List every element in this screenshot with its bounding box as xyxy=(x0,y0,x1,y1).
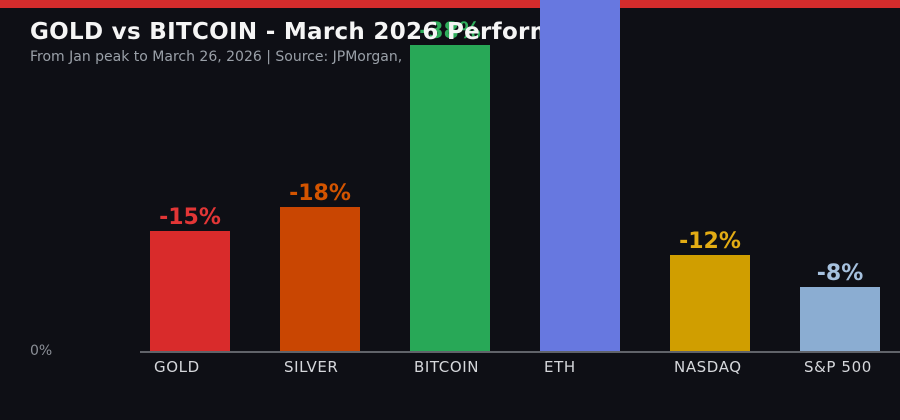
bar-s-p-500 xyxy=(800,287,880,352)
chart-subtitle: From Jan peak to March 26, 2026 | Source… xyxy=(30,49,403,65)
category-label-eth: ETH xyxy=(544,358,576,376)
bar-gold xyxy=(150,231,230,352)
value-label-nasdaq: -12% xyxy=(679,229,741,254)
bar-silver xyxy=(280,207,360,352)
category-label-gold: GOLD xyxy=(154,358,200,376)
category-label-nasdaq: NASDAQ xyxy=(674,358,742,376)
chart-title: GOLD vs BITCOIN - March 2026 Performance xyxy=(30,19,617,45)
y-axis-zero-tick: 0% xyxy=(30,343,53,359)
value-label-silver: -18% xyxy=(289,181,351,206)
top-accent-strip xyxy=(0,0,900,8)
category-label-s-p-500: S&P 500 xyxy=(804,358,872,376)
bar-eth xyxy=(540,0,620,352)
value-label-gold: -15% xyxy=(159,205,221,230)
value-label-bitcoin: -38% xyxy=(419,19,481,44)
value-label-s-p-500: -8% xyxy=(816,261,864,286)
x-axis-line xyxy=(140,351,900,353)
bar-nasdaq xyxy=(670,255,750,352)
category-label-silver: SILVER xyxy=(284,358,339,376)
category-label-bitcoin: BITCOIN xyxy=(414,358,480,376)
bar-bitcoin xyxy=(410,45,490,352)
